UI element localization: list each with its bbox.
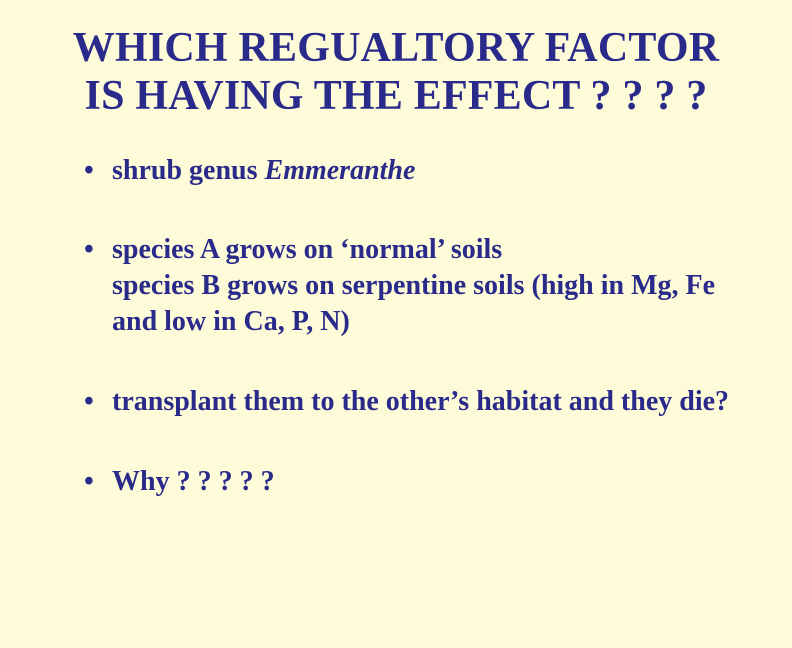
- slide: WHICH REGUALTORY FACTOR IS HAVING THE EF…: [0, 0, 792, 648]
- slide-title: WHICH REGUALTORY FACTOR IS HAVING THE EF…: [56, 24, 736, 121]
- bullet-item-3: transplant them to the other’s habitat a…: [84, 384, 736, 420]
- bullet-1-italic: Emmeranthe: [265, 155, 416, 186]
- bullet-2-line-1: species A grows on ‘normal’ soils: [112, 234, 502, 265]
- bullet-3-text: transplant them to the other’s habitat a…: [112, 386, 729, 417]
- bullet-4-text: Why ? ? ? ? ?: [112, 466, 275, 497]
- bullet-2-line-2: species B grows on serpentine soils (hig…: [112, 270, 715, 337]
- title-line-2: IS HAVING THE EFFECT ? ? ? ?: [85, 73, 708, 119]
- bullet-item-2: species A grows on ‘normal’ soils specie…: [84, 232, 736, 339]
- bullet-1-prefix: shrub genus: [112, 155, 265, 186]
- bullet-item-1: shrub genus Emmeranthe: [84, 153, 736, 189]
- title-line-1: WHICH REGUALTORY FACTOR: [73, 25, 719, 71]
- bullet-item-4: Why ? ? ? ? ?: [84, 464, 736, 500]
- bullet-list: shrub genus Emmeranthe species A grows o…: [56, 153, 736, 500]
